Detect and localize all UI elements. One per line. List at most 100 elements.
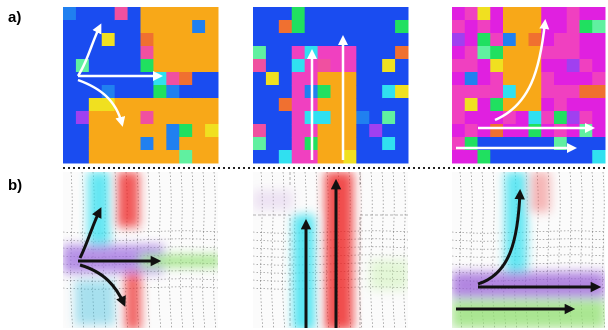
heat-cell [266, 124, 279, 138]
heat-cell [516, 124, 529, 138]
heat-cell [369, 20, 382, 34]
heat-cell [63, 124, 76, 138]
heat-cell [503, 150, 516, 164]
heat-cell [141, 20, 154, 34]
heat-cell [318, 72, 331, 86]
heat-cell [382, 85, 395, 99]
heat-cell [465, 85, 478, 99]
heat-cell [128, 111, 141, 125]
heat-cell [356, 85, 369, 99]
heat-cell [179, 124, 192, 138]
heat-cell [76, 33, 89, 47]
heat-cell [452, 85, 465, 99]
heat-cell [382, 111, 395, 125]
heat-cell [395, 59, 408, 73]
heat-cell [205, 7, 218, 21]
heat-cell [529, 20, 542, 34]
heat-cell [253, 20, 266, 34]
heat-cell [115, 124, 128, 138]
heat-cell [179, 150, 192, 164]
heat-cell [331, 7, 344, 21]
heat-cell [592, 85, 605, 99]
heat-cell [592, 7, 605, 21]
heat-cell [478, 124, 491, 138]
heat-cell [452, 20, 465, 34]
heat-cell [580, 33, 593, 47]
heat-cell [592, 20, 605, 34]
heat-cell [503, 20, 516, 34]
heat-cell [253, 137, 266, 151]
heat-cell [592, 72, 605, 86]
heat-cell [343, 59, 356, 73]
heat-cell [153, 137, 166, 151]
heat-cell [318, 20, 331, 34]
heat-cell [452, 124, 465, 138]
heat-cell [452, 7, 465, 21]
heat-cell [141, 59, 154, 73]
heat-cell [115, 59, 128, 73]
heat-cell [478, 7, 491, 21]
heat-cell [63, 150, 76, 164]
heat-cell [356, 46, 369, 60]
heat-cell [356, 59, 369, 73]
heat-cell [580, 150, 593, 164]
heat-cell [382, 137, 395, 151]
heat-cell [490, 85, 503, 99]
heat-cell [253, 72, 266, 86]
heat-cell [192, 85, 205, 99]
heat-cell [63, 59, 76, 73]
heat-cell [166, 85, 179, 99]
heat-cell [318, 33, 331, 47]
heat-cell [115, 72, 128, 86]
heat-cell [153, 111, 166, 125]
heat-cell [529, 7, 542, 21]
heat-cell [166, 33, 179, 47]
heat-cell [266, 137, 279, 151]
heat-cell [318, 111, 331, 125]
heat-cell [452, 46, 465, 60]
heat-cell [529, 124, 542, 138]
heat-cell [128, 72, 141, 86]
heat-cell [465, 59, 478, 73]
heat-cell [279, 137, 292, 151]
heat-cell [63, 20, 76, 34]
heat-cell [529, 98, 542, 112]
heat-cell [490, 33, 503, 47]
heat-cell [395, 46, 408, 60]
heat-cell [266, 111, 279, 125]
heat-cell [166, 98, 179, 112]
heat-cell [192, 7, 205, 21]
heat-cell [541, 98, 554, 112]
heat-cell [279, 150, 292, 164]
heat-cell [465, 124, 478, 138]
heat-cell [141, 111, 154, 125]
flow-panel [63, 172, 220, 330]
heat-cell [369, 124, 382, 138]
heat-cell [179, 7, 192, 21]
heat-cell [292, 72, 305, 86]
heat-cell [490, 72, 503, 86]
heat-cell [76, 150, 89, 164]
heat-cell [369, 72, 382, 86]
heat-cell [356, 7, 369, 21]
heat-cell [305, 33, 318, 47]
heat-cell [76, 20, 89, 34]
heat-cell [580, 137, 593, 151]
heat-cell [382, 124, 395, 138]
heat-cell [153, 20, 166, 34]
heat-cell [179, 46, 192, 60]
flow-panel [253, 172, 408, 330]
heat-cell [89, 150, 102, 164]
heat-cell [153, 46, 166, 60]
heat-cell [279, 7, 292, 21]
heat-cell [205, 111, 218, 125]
heat-cell [356, 124, 369, 138]
heat-cell [503, 85, 516, 99]
heat-cell [382, 20, 395, 34]
heat-cell [292, 150, 305, 164]
heat-cell [554, 7, 567, 21]
heat-cell [205, 20, 218, 34]
heat-cell [490, 59, 503, 73]
heat-cell [478, 85, 491, 99]
heat-cell [369, 7, 382, 21]
